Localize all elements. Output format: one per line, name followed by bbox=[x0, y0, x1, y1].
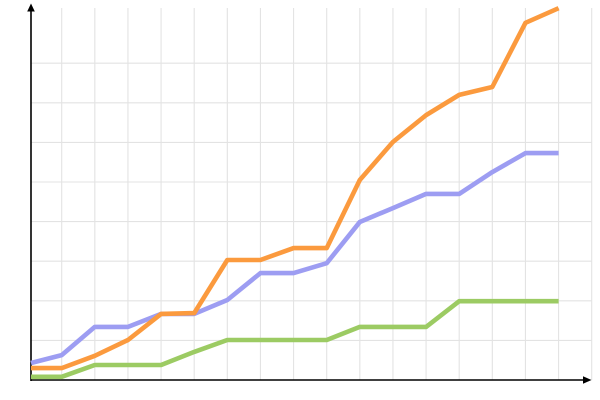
y-axis-arrow-icon bbox=[27, 3, 35, 12]
series-purple-line bbox=[30, 150, 559, 366]
series-green-line bbox=[31, 298, 559, 380]
series-orange-line bbox=[31, 6, 560, 371]
x-axis-arrow-icon bbox=[583, 376, 592, 384]
